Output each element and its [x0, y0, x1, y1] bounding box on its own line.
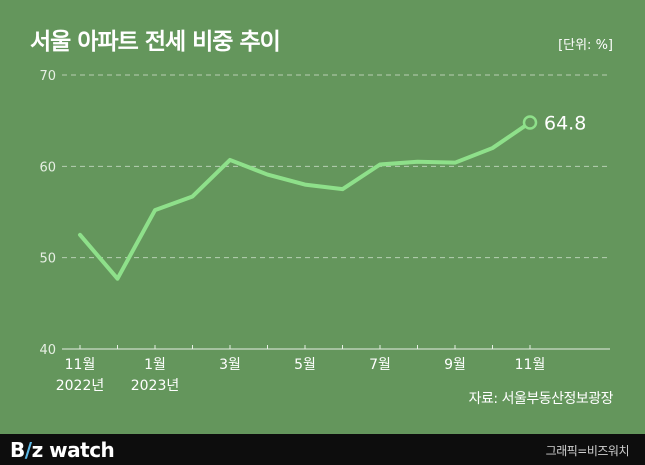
- x-tick-year-label: 2022년: [56, 378, 105, 394]
- x-tick-label: 9월: [444, 357, 466, 373]
- x-tick-label: 11월: [65, 357, 96, 373]
- x-tick-year-label: 2023년: [131, 378, 180, 394]
- series-line: [78, 120, 532, 281]
- chart-card: 서울 아파트 전세 비중 추이 [단위: %] 40 50 60 70 11월 2022…: [30, 29, 614, 407]
- logo-watch: watch: [42, 438, 115, 462]
- x-tick-label: 1월: [144, 357, 166, 373]
- y-tick-60: 60: [39, 160, 56, 175]
- chart-title: 서울 아파트 전세 비중 추이: [30, 29, 281, 55]
- source-note: 자료: 서울부동산정보광장: [468, 391, 614, 407]
- footer-bar: B/z watch 그래픽=비즈워치: [0, 434, 645, 465]
- x-axis: [62, 345, 610, 350]
- logo-slash: /: [24, 438, 32, 462]
- grid-lines: [62, 74, 610, 259]
- series-line-layer: [78, 120, 532, 281]
- logo-z: z: [31, 438, 44, 462]
- annotation-layer: 64.8: [522, 112, 586, 134]
- x-tick-label: 3월: [219, 357, 241, 373]
- bizwatch-logo: B/z watch: [10, 438, 115, 462]
- y-tick-40: 40: [39, 343, 56, 358]
- y-tick-70: 70: [39, 69, 56, 84]
- x-tick-labels: 11월 2022년 1월 2023년 3월 5월 7월 9월 11월: [56, 357, 546, 394]
- y-tick-labels: 40 50 60 70: [39, 69, 56, 358]
- graphic-credit: 그래픽=비즈워치: [545, 444, 630, 458]
- logo-b: B: [10, 438, 25, 462]
- unit-label: [단위: %]: [558, 38, 613, 53]
- y-tick-50: 50: [39, 252, 56, 267]
- x-tick-label: 11월: [515, 357, 546, 373]
- last-value-label: 64.8: [544, 112, 586, 134]
- x-tick-label: 7월: [369, 357, 391, 373]
- last-value-marker: [522, 115, 538, 130]
- x-tick-label: 5월: [294, 357, 316, 373]
- line-chart: 40 50 60 70 11월 2022년 1월 2023년 3월 5월 7월 9월 11월 64.8: [39, 69, 610, 394]
